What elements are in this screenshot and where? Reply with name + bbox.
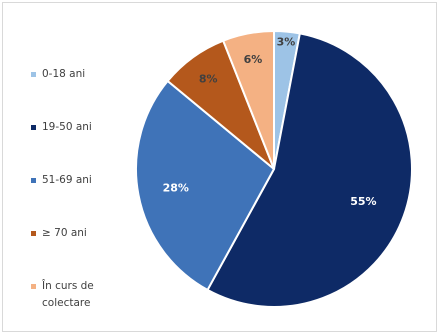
legend-swatch-70-plus [31, 231, 36, 236]
pie-slice-19-50 [206, 32, 413, 308]
legend-swatch-0-18 [31, 72, 36, 77]
legend-item-19-50: 19-50 ani [31, 119, 122, 136]
slice-label-70-plus: 8% [199, 72, 218, 85]
legend-swatch-in-curs [31, 284, 36, 289]
legend-swatch-19-50 [31, 125, 36, 130]
legend-label-70-plus: ≥ 70 ani [42, 227, 87, 239]
slice-label-0-18: 3% [277, 36, 296, 49]
legend-item-70-plus: ≥ 70 ani [31, 225, 122, 242]
legend-item-51-69: 51-69 ani [31, 172, 122, 189]
slice-label-19-50: 55% [350, 195, 376, 208]
legend-item-in-curs: În curs de colectare [31, 278, 122, 312]
legend: 0-18 ani 19-50 ani 51-69 ani ≥ 70 ani În… [3, 3, 133, 333]
pie-chart: 3% 55% 28% 8% 6% [135, 29, 413, 308]
legend-label-51-69: 51-69 ani [42, 174, 92, 186]
legend-label-19-50: 19-50 ani [42, 121, 92, 133]
pie-slice-labels: 3% 55% 28% 8% 6% [163, 36, 377, 209]
pie-slice-51-69 [135, 79, 276, 292]
legend-label-0-18: 0-18 ani [42, 68, 86, 80]
chart-area: 0-18 ani 19-50 ani 51-69 ani ≥ 70 ani În… [2, 2, 437, 332]
legend-swatch-51-69 [31, 178, 36, 183]
pie-slice-in-curs [221, 29, 275, 170]
slice-label-in-curs: 6% [244, 53, 263, 66]
legend-label-in-curs: În curs de colectare [42, 280, 94, 309]
pie-slices [135, 29, 413, 308]
slice-label-51-69: 28% [163, 182, 189, 195]
legend-item-0-18: 0-18 ani [31, 66, 122, 83]
